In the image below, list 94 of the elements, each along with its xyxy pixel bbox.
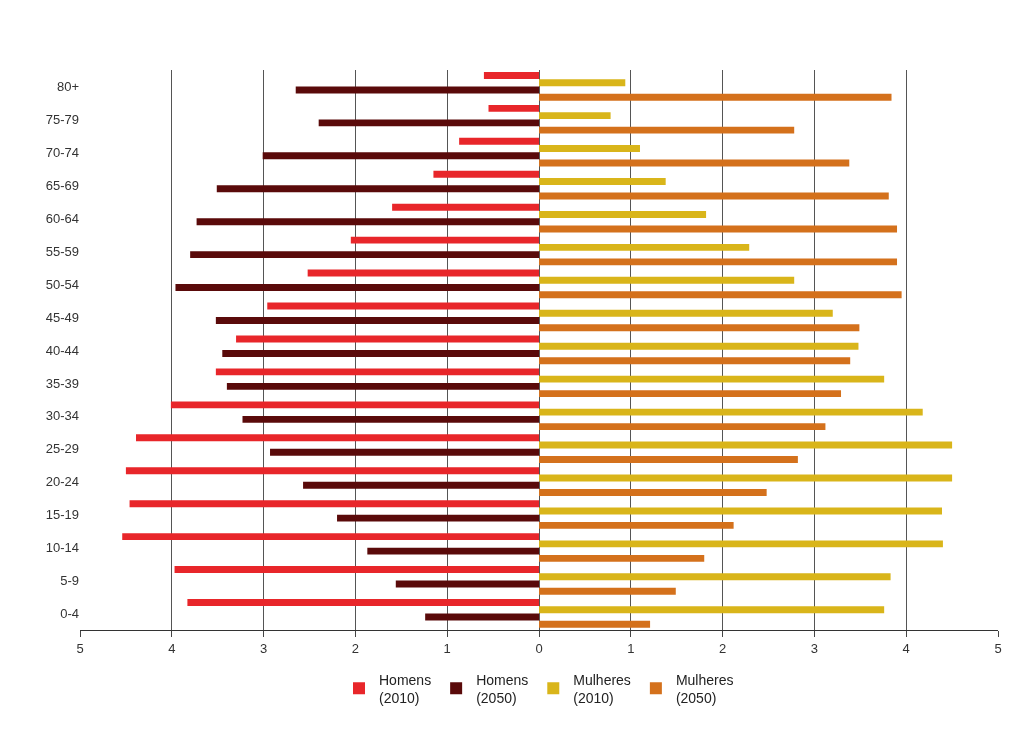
y-tick-label: 40-44 [45,342,79,358]
bar [539,159,850,167]
x-tick-label: 4 [902,640,910,656]
y-tick-label: 80+ [56,79,79,95]
y-tick-label: 50-54 [45,276,79,292]
bar [270,448,539,456]
bar [539,587,676,595]
bar [307,269,539,277]
legend-label: Mulheres (2050) [675,671,734,706]
bar [318,119,539,127]
bar [539,342,859,350]
bar [392,203,539,211]
bar [539,606,885,614]
y-tick-label: 45-49 [45,309,79,325]
bar [539,554,705,562]
x-tick-label: 5 [994,640,1002,656]
x-tick-label: 1 [627,640,635,656]
bar [539,309,833,317]
bar [174,566,539,574]
bar [539,210,707,218]
bar [539,620,651,628]
bar [539,225,898,233]
y-tick-label: 35-39 [45,375,79,391]
legend-label: Homens (2010) [379,671,432,706]
bar [539,521,734,529]
bar [125,467,539,475]
bar [215,368,539,376]
bar [539,408,923,416]
bar [395,580,539,588]
bar [136,434,539,442]
bar [303,481,539,489]
bar [539,357,851,365]
legend-label: Homens (2050) [476,671,529,706]
bar [539,489,767,496]
x-tick-label: 5 [76,640,84,656]
y-tick-label: 55-59 [45,243,79,259]
bar [539,276,795,284]
bar [187,599,539,606]
bar [483,71,539,79]
bar [539,324,860,332]
y-tick-label: 25-29 [45,441,79,457]
bar [539,93,892,101]
bar [459,137,539,145]
bar [539,423,826,431]
x-tick-label: 0 [535,640,543,656]
bar [539,112,611,120]
bar [216,185,539,193]
legend-label: Mulheres (2010) [573,671,631,706]
bar [295,86,539,94]
bar [350,236,539,244]
y-tick-label: 0-4 [60,606,79,622]
bar [539,291,902,299]
bar [262,152,539,160]
bar [242,415,539,423]
bar [337,514,539,522]
bar [367,547,539,555]
y-tick-label: 5-9 [60,573,79,589]
bar [539,126,795,134]
x-tick-label: 3 [259,640,268,656]
bar [129,500,539,508]
x-tick-label: 2 [351,640,360,656]
bar [539,178,666,185]
bar [222,350,539,357]
bar [175,284,539,292]
y-tick-label: 70-74 [45,144,79,160]
x-tick-label: 1 [443,640,451,656]
bar [539,375,885,383]
bar [539,145,640,153]
x-tick-label: 4 [168,640,176,656]
bar [539,456,798,463]
bar [539,540,943,548]
bar [539,390,842,398]
y-tick-label: 10-14 [45,540,79,556]
y-tick-label: 60-64 [45,210,79,226]
y-tick-label: 65-69 [45,177,79,193]
bar [488,104,539,112]
bar [539,507,942,515]
y-tick-label: 15-19 [45,507,79,523]
bar [539,79,626,87]
y-tick-label: 20-24 [45,474,79,490]
bar [539,243,750,251]
bar [539,258,898,266]
bar [539,573,891,581]
bar [190,251,539,259]
x-tick-label: 3 [810,640,819,656]
bar [196,218,539,226]
bar [170,401,539,409]
bar [226,382,539,390]
y-tick-label: 30-34 [45,408,79,424]
bar [122,533,539,541]
bar [215,317,539,324]
bar [433,170,539,178]
x-tick-label: 2 [718,640,727,656]
y-tick-label: 75-79 [45,111,79,127]
